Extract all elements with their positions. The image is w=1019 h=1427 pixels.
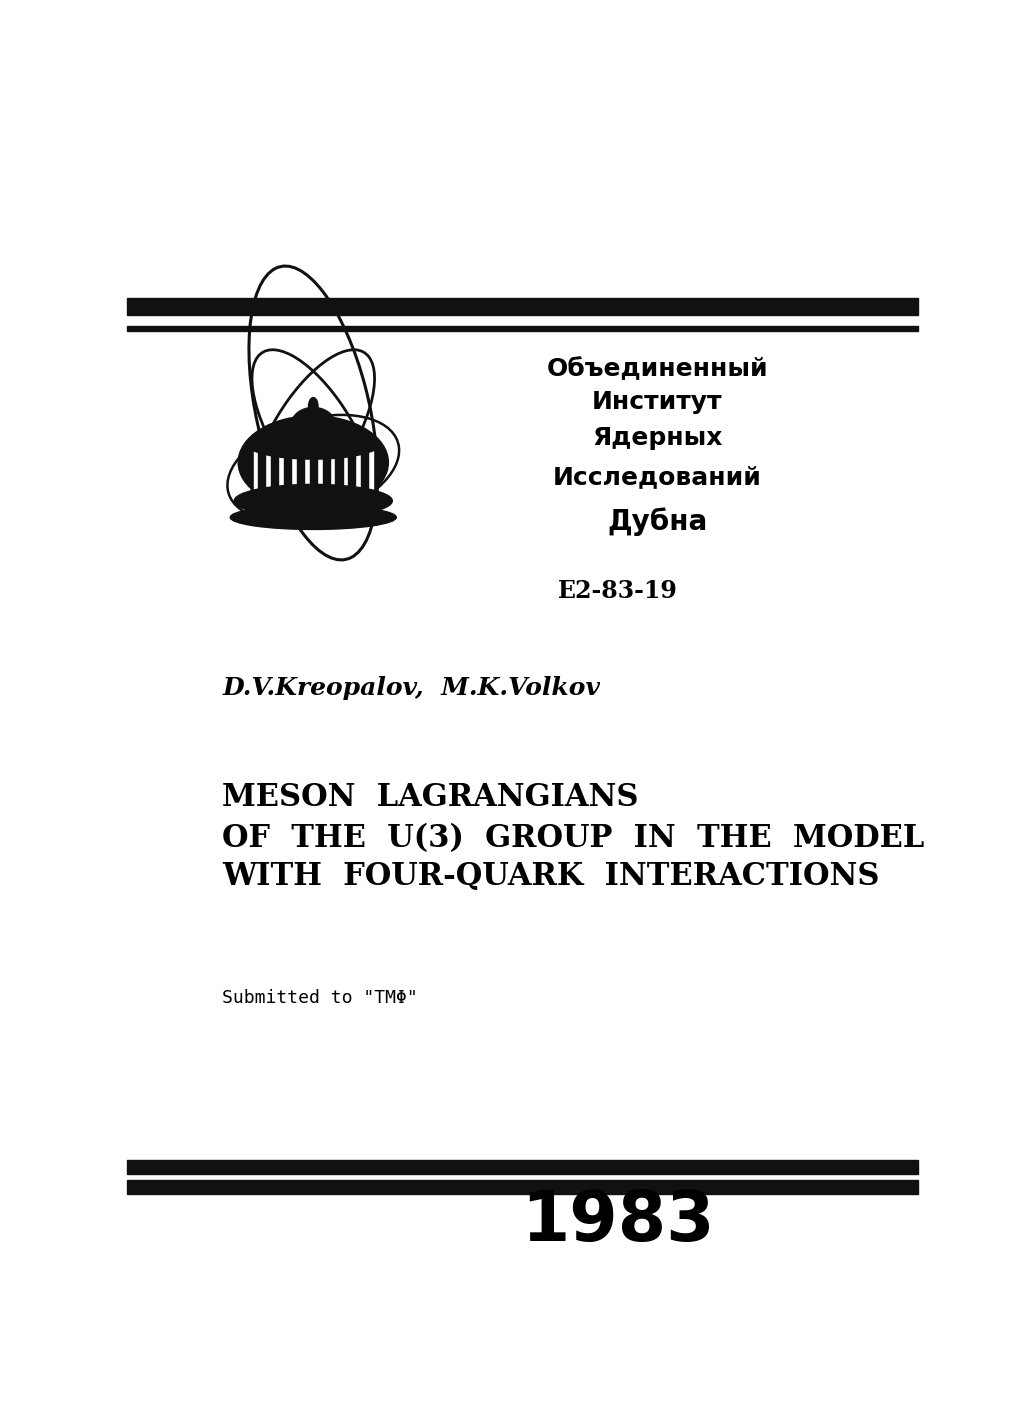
Text: Объединенный: Объединенный	[546, 357, 767, 381]
Text: OF  THE  U(3)  GROUP  IN  THE  MODEL: OF THE U(3) GROUP IN THE MODEL	[222, 823, 923, 853]
Ellipse shape	[237, 415, 388, 509]
Bar	[127, 1160, 917, 1174]
Text: E2-83-19: E2-83-19	[557, 579, 677, 604]
Text: WITH  FOUR-QUARK  INTERACTIONS: WITH FOUR-QUARK INTERACTIONS	[222, 860, 879, 892]
Bar	[254, 442, 372, 504]
Ellipse shape	[230, 505, 395, 529]
Text: D.V.Kreopalov,  M.K.Volkov: D.V.Kreopalov, M.K.Volkov	[222, 675, 599, 699]
Text: MESON  LAGRANGIANS: MESON LAGRANGIANS	[222, 782, 638, 813]
Ellipse shape	[291, 408, 334, 441]
Bar	[271, 445, 278, 502]
Ellipse shape	[308, 398, 318, 415]
Text: Ядерных: Ядерных	[591, 427, 721, 451]
Ellipse shape	[246, 428, 380, 459]
Bar	[347, 445, 355, 502]
Text: Дубна: Дубна	[606, 508, 706, 537]
Text: Институт: Институт	[591, 390, 721, 414]
Bar	[310, 445, 317, 502]
Text: 1983: 1983	[521, 1189, 713, 1256]
Bar	[335, 445, 342, 502]
Bar	[283, 445, 290, 502]
Bar	[127, 1180, 917, 1194]
Bar	[127, 298, 917, 315]
Text: Исследований: Исследований	[552, 465, 761, 488]
Bar	[297, 445, 304, 502]
Bar	[322, 445, 329, 502]
Text: Submitted to "TMΦ": Submitted to "TMΦ"	[222, 989, 418, 1006]
Ellipse shape	[234, 484, 392, 518]
Bar	[361, 445, 368, 502]
Bar	[127, 327, 917, 331]
Bar	[258, 445, 265, 502]
